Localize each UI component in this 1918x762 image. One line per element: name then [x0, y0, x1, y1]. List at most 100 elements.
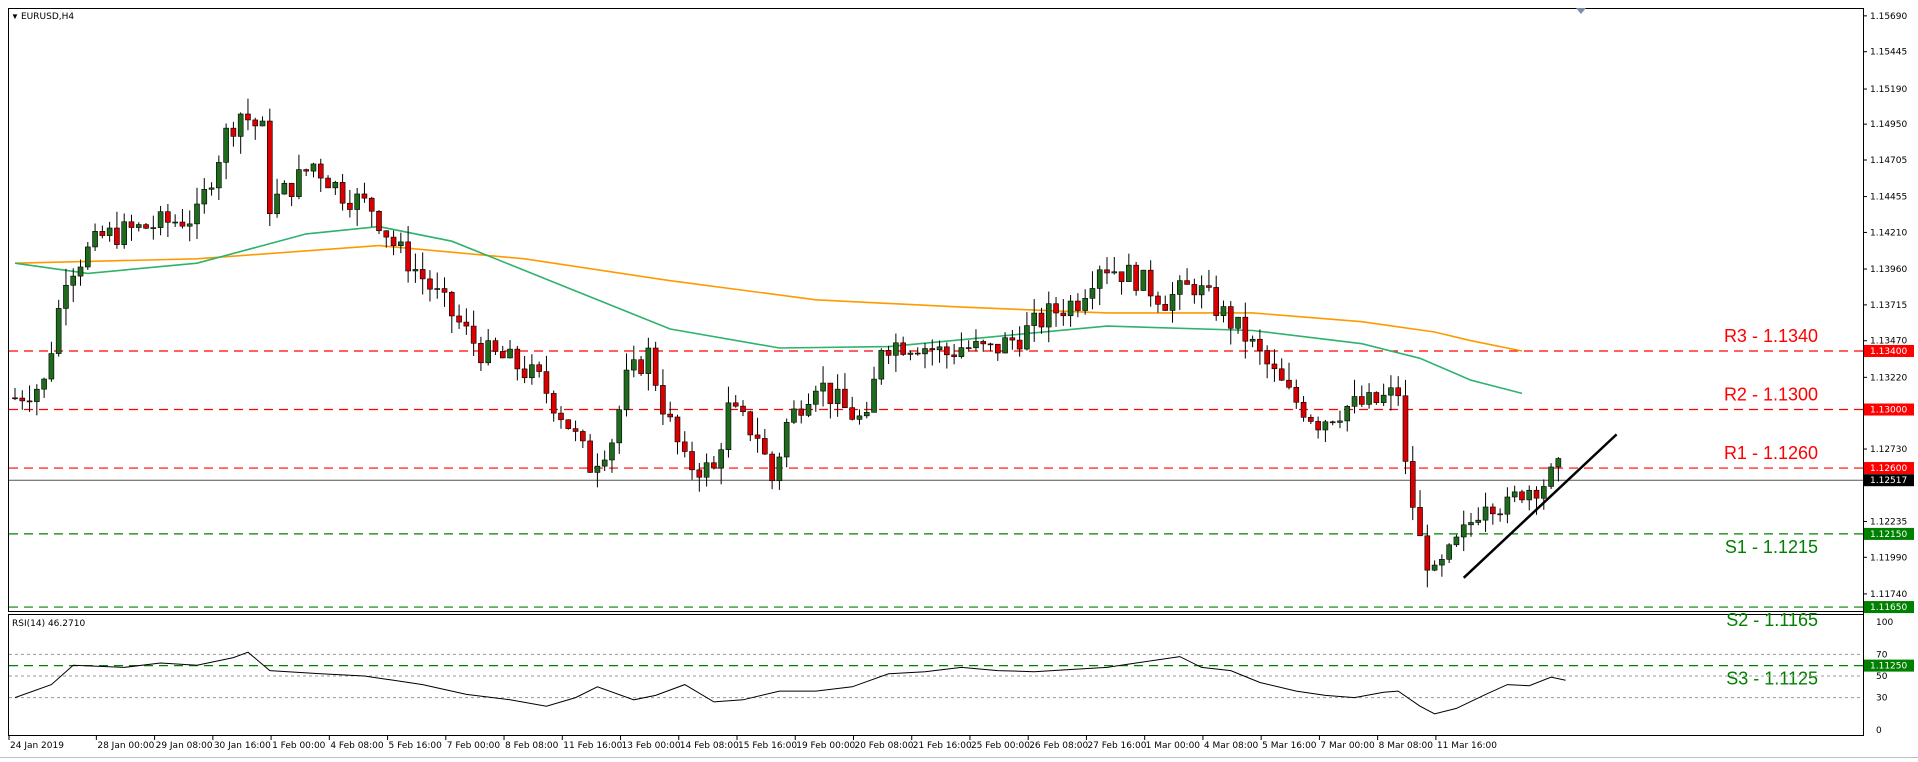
candle-body — [820, 382, 826, 392]
price-tick-label: 1.14210 — [1870, 228, 1907, 238]
levels-layer: R3 - 1.1340 1.13400 R2 - 1.1300 1.13000 R1 -… — [9, 326, 1914, 689]
candle-body — [550, 393, 557, 414]
price-tick-label: 1.14705 — [1870, 156, 1907, 166]
candle-body — [1475, 519, 1482, 523]
candle-body — [1089, 288, 1096, 299]
shift-marker-icon[interactable] — [1576, 8, 1586, 14]
time-tick-label: 20 Feb 08:00 — [854, 741, 913, 751]
candle-body — [1315, 421, 1321, 431]
time-tick-label: 24 Jan 2019 — [10, 741, 64, 751]
candle-body — [427, 278, 433, 290]
price-axis: 1.15690 1.15445 1.15190 1.14950 1.14705 1.144… — [1863, 12, 1907, 600]
rsi-label: RSI(14) 46.2710 — [12, 619, 85, 629]
candle-body — [12, 397, 18, 400]
candle-body — [114, 227, 120, 245]
time-tick-label: 8 Feb 08:00 — [505, 741, 559, 751]
time-tick-label: 14 Feb 08:00 — [680, 741, 739, 751]
candle-body — [1249, 338, 1256, 342]
candle-body — [216, 162, 222, 189]
candle-body — [1533, 489, 1540, 499]
candle-body — [1264, 350, 1270, 365]
candle-body — [601, 459, 608, 467]
candle-body — [398, 241, 404, 247]
level-tag-text: 1.13000 — [1870, 406, 1907, 416]
candle-body — [186, 223, 193, 227]
level-tag-s3 — [1864, 659, 1914, 672]
candle-body — [1024, 325, 1030, 350]
candle-body — [201, 189, 208, 205]
candle-body — [696, 469, 703, 478]
candle-body — [412, 269, 419, 272]
candle-body — [19, 397, 26, 402]
price-tick-label: 1.13715 — [1870, 301, 1907, 311]
candle-body — [208, 187, 215, 190]
candle-body — [907, 352, 914, 355]
candle-body — [1395, 387, 1401, 397]
candle-body — [1490, 506, 1496, 515]
candle-body — [266, 120, 273, 215]
level-label-s2: S2 - 1.1165 — [1726, 610, 1818, 630]
candle-body — [1096, 269, 1103, 289]
level-tag-r2 — [1864, 403, 1914, 416]
candle-body — [106, 227, 113, 236]
candle-body — [376, 210, 382, 232]
candle-body — [332, 182, 339, 189]
candle-body — [885, 350, 892, 356]
candle-body — [1424, 535, 1431, 571]
candle-body — [1351, 396, 1358, 407]
candle-body — [958, 347, 965, 357]
candle-body — [1278, 368, 1285, 381]
rsi-tick-label: 0 — [1876, 726, 1882, 736]
price-tick-label: 1.15190 — [1870, 85, 1907, 95]
candle-body — [944, 346, 950, 356]
candle-body — [368, 197, 375, 212]
rsi-layer: RSI(14) 46.2710 100 70 50 30 0 — [9, 618, 1893, 736]
candle-body — [1402, 395, 1409, 462]
candle-body — [762, 438, 768, 455]
chevron-down-icon[interactable]: ▼ — [11, 12, 19, 21]
candle-body — [48, 353, 55, 380]
candle-body — [339, 182, 346, 204]
candle-body — [834, 388, 841, 404]
candle-body — [77, 266, 84, 277]
candle-body — [26, 400, 33, 403]
time-axis: 24 Jan 2019 28 Jan 00:00 29 Jan 08:00 30 Ja… — [0, 736, 1918, 758]
candle-body — [99, 231, 106, 236]
candle-body — [223, 127, 229, 163]
candle-body — [1511, 491, 1518, 498]
price-tick-label: 1.13960 — [1870, 265, 1907, 275]
price-tick-label: 1.14455 — [1870, 193, 1907, 203]
candle-body — [70, 275, 77, 286]
candle-body — [448, 292, 455, 317]
time-tick-label: 15 Feb 16:00 — [738, 741, 797, 751]
candle-body — [1541, 486, 1547, 499]
rsi-line — [14, 651, 1566, 715]
candle-body — [616, 409, 623, 444]
candle-body — [1439, 558, 1445, 566]
candle-body — [1504, 496, 1511, 515]
trendline[interactable] — [1462, 433, 1618, 579]
candle-body — [150, 227, 157, 229]
candle-body — [245, 113, 251, 121]
candle-body — [951, 354, 957, 357]
candle-body — [1257, 338, 1263, 351]
candle-body — [157, 211, 164, 228]
candle-body — [973, 341, 979, 349]
candle-body — [1431, 564, 1438, 571]
candle-body — [558, 412, 564, 421]
candle-body — [1366, 392, 1372, 405]
candle-body — [1126, 264, 1132, 282]
candle-body — [1548, 466, 1554, 487]
candle-body — [1409, 461, 1416, 508]
candle-body — [1111, 271, 1118, 274]
time-tick-label: 1 Mar 00:00 — [1146, 741, 1201, 751]
candle-body — [55, 308, 62, 354]
candle-body — [674, 416, 681, 443]
level-tag-text: 1.13400 — [1870, 347, 1907, 357]
candle-body — [580, 431, 586, 442]
candle-body — [652, 347, 659, 386]
candle-body — [732, 402, 739, 407]
candle-body — [856, 415, 863, 420]
candle-body — [463, 321, 470, 327]
